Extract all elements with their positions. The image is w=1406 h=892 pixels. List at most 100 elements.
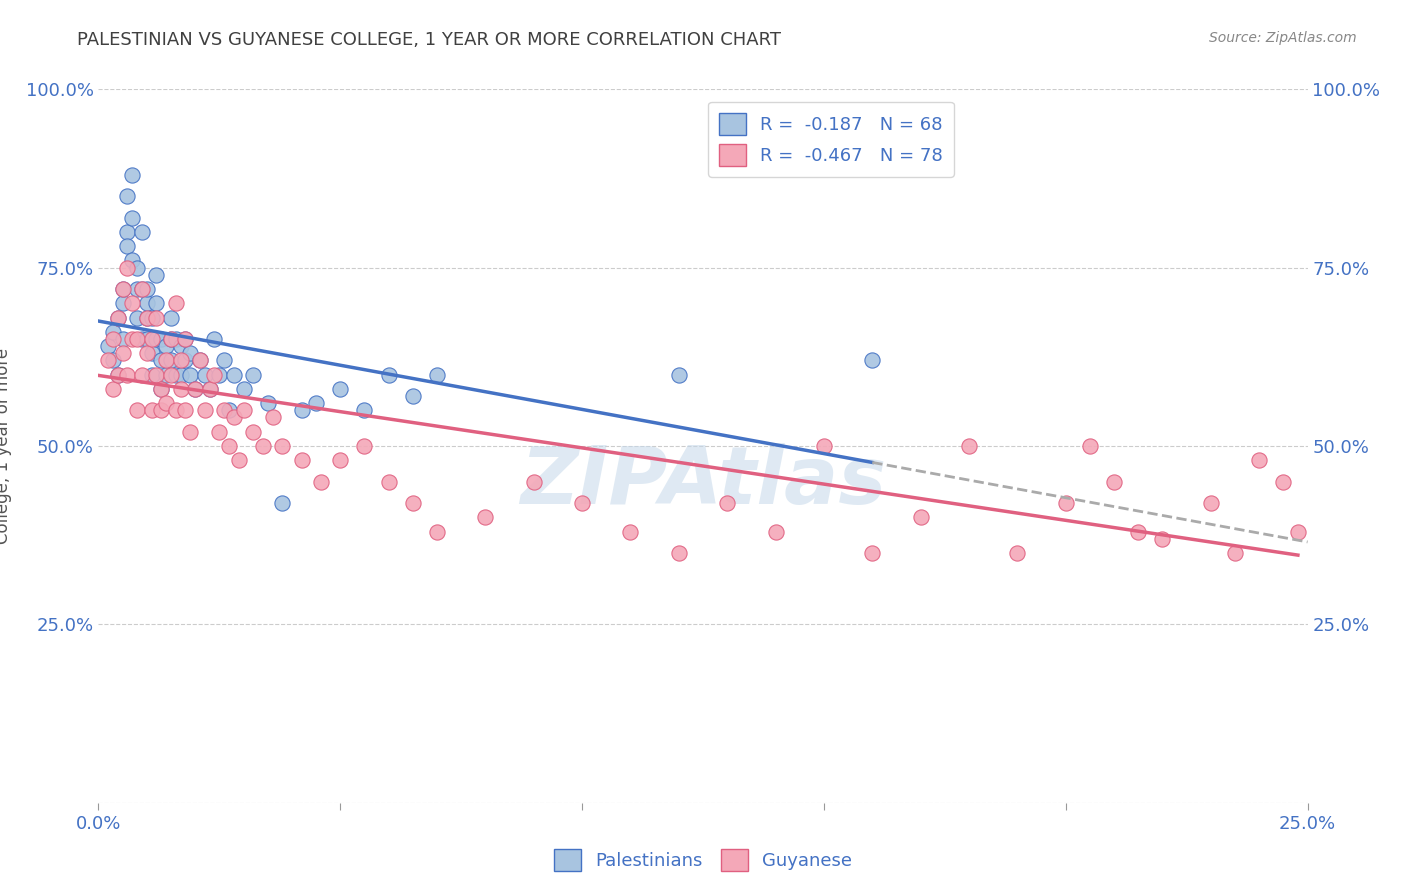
Point (160, 332, 183, 346)
Point (160, 353, 183, 368)
Point (117, 225, 139, 239)
Point (571, 496, 593, 510)
Point (204, 332, 226, 346)
Point (155, 353, 177, 368)
Point (165, 403, 187, 417)
Point (111, 346, 134, 360)
Point (194, 403, 217, 417)
Point (353, 403, 375, 417)
Point (1249, 453, 1271, 467)
Point (121, 211, 143, 225)
Point (111, 296, 134, 310)
Point (150, 382, 173, 396)
Point (426, 368, 449, 382)
Point (208, 368, 231, 382)
Point (145, 296, 167, 310)
Point (242, 368, 264, 382)
Point (131, 225, 153, 239)
Legend: Palestinians, Guyanese: Palestinians, Guyanese (547, 842, 859, 879)
Point (111, 282, 134, 296)
Point (131, 332, 153, 346)
Point (242, 425, 264, 439)
Point (194, 368, 217, 382)
Point (169, 382, 191, 396)
Point (150, 332, 173, 346)
Point (127, 260, 149, 275)
Point (402, 389, 425, 403)
Point (150, 403, 173, 417)
Point (329, 382, 352, 396)
Point (107, 368, 129, 382)
Point (184, 382, 207, 396)
Point (135, 310, 157, 325)
Point (262, 410, 284, 425)
Point (174, 353, 197, 368)
Point (474, 510, 496, 524)
Point (188, 353, 211, 368)
Point (107, 368, 129, 382)
Point (860, 353, 883, 368)
Point (218, 403, 240, 417)
Point (402, 496, 425, 510)
Point (135, 296, 157, 310)
Point (179, 368, 201, 382)
Point (131, 282, 153, 296)
Point (127, 282, 149, 296)
Point (127, 332, 149, 346)
Point (1223, 546, 1246, 560)
Point (619, 524, 641, 539)
Point (271, 496, 294, 510)
Point (101, 332, 124, 346)
Point (353, 439, 375, 453)
Point (117, 189, 139, 203)
Point (222, 410, 245, 425)
Point (179, 425, 201, 439)
Point (212, 403, 235, 417)
Point (523, 475, 546, 489)
Point (107, 310, 129, 325)
Point (169, 368, 191, 382)
Point (184, 382, 207, 396)
Point (256, 396, 278, 410)
Point (101, 353, 124, 368)
Point (135, 332, 157, 346)
Point (117, 368, 139, 382)
Point (208, 425, 231, 439)
Point (232, 403, 254, 417)
Point (145, 332, 167, 346)
Point (141, 403, 163, 417)
Point (1152, 532, 1174, 546)
Point (910, 510, 932, 524)
Point (155, 339, 177, 353)
Point (141, 368, 163, 382)
Point (174, 403, 197, 417)
Point (150, 353, 173, 368)
Point (97, 353, 120, 368)
Legend: R =  -0.187   N = 68, R =  -0.467   N = 78: R = -0.187 N = 68, R = -0.467 N = 78 (709, 102, 953, 177)
Point (121, 168, 143, 182)
Point (97, 339, 120, 353)
Point (252, 439, 274, 453)
Point (1272, 475, 1295, 489)
Point (127, 310, 149, 325)
Point (668, 368, 690, 382)
Point (305, 396, 328, 410)
Point (1286, 524, 1309, 539)
Text: PALESTINIAN VS GUYANESE COLLEGE, 1 YEAR OR MORE CORRELATION CHART: PALESTINIAN VS GUYANESE COLLEGE, 1 YEAR … (77, 31, 782, 49)
Point (222, 368, 245, 382)
Point (204, 368, 226, 382)
Point (155, 368, 177, 382)
Point (101, 325, 124, 339)
Point (121, 296, 143, 310)
Point (232, 382, 254, 396)
Point (271, 439, 294, 453)
Point (377, 368, 399, 382)
Point (957, 439, 980, 453)
Point (135, 346, 157, 360)
Point (111, 282, 134, 296)
Point (1128, 524, 1150, 539)
Point (813, 439, 835, 453)
Point (377, 475, 399, 489)
Point (121, 332, 143, 346)
Point (218, 439, 240, 453)
